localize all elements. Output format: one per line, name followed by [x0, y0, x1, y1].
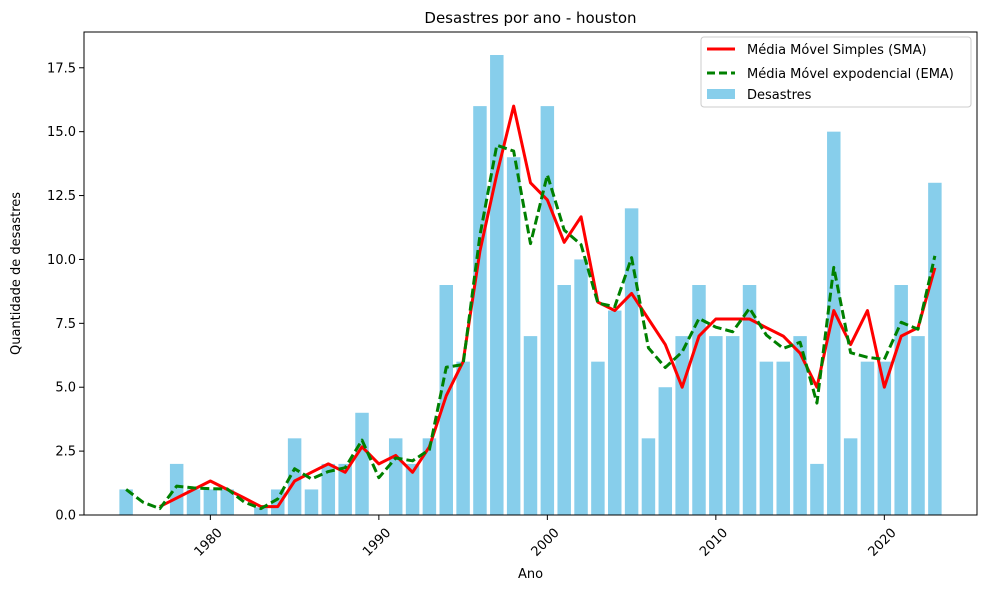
sma-series-line [159, 104, 937, 509]
legend-bar-swatch [707, 89, 735, 99]
legend-box [700, 36, 972, 108]
bar-2017 [827, 131, 841, 515]
bar-2012 [742, 285, 757, 515]
bar-2016 [810, 463, 824, 515]
y-tick-label-7: 17.5 [47, 61, 76, 76]
ema-series-line [125, 143, 937, 511]
y-tick-label-6: 15.0 [47, 125, 76, 140]
bar-2010 [709, 336, 723, 515]
bar-1998 [506, 157, 521, 515]
bar-1991 [388, 438, 403, 515]
bar-2018 [843, 438, 858, 515]
bar-2019 [860, 361, 875, 515]
bar-1989 [355, 412, 369, 515]
legend: Média Móvel Simples (SMA) Média Móvel ex… [700, 36, 972, 108]
x-tick-label-2000: 2000 [529, 526, 563, 560]
bar-1999 [523, 336, 538, 515]
y-axis-ticks: 0.0 2.5 5.0 7.5 10.0 12.5 15.0 17.5 [47, 61, 84, 524]
bar-2006 [641, 438, 656, 515]
legend-bar-label: Desastres [747, 88, 812, 103]
bar-1985 [287, 438, 302, 515]
chart-title: Desastres por ano - houston [424, 9, 636, 27]
legend-sma-label: Média Móvel Simples (SMA) [747, 43, 927, 58]
bar-2011 [725, 336, 740, 515]
x-tick-label-2010: 2010 [697, 526, 731, 560]
bar-1995 [456, 361, 470, 515]
plot-frame [83, 31, 978, 516]
y-tick-label-2: 5.0 [55, 381, 76, 396]
bar-1987 [321, 463, 336, 515]
bar-2005 [624, 208, 639, 516]
y-tick-label-1: 2.5 [55, 445, 76, 460]
bar-2002 [574, 259, 588, 515]
bar-1996 [473, 106, 487, 515]
bar-2008 [675, 336, 689, 515]
bar-1986 [304, 489, 319, 515]
x-tick-label-1980: 1980 [192, 526, 226, 560]
bar-2020 [877, 361, 892, 515]
bar-2003 [591, 361, 605, 515]
y-tick-label-3: 7.5 [55, 317, 76, 332]
legend-ema-label: Média Móvel expodencial (EMA) [747, 67, 954, 82]
bar-2022 [911, 336, 925, 515]
y-axis-title: Quantidade de desastres [9, 192, 24, 355]
x-axis-ticks: 1980 1990 2000 2010 2020 [192, 515, 900, 560]
bar-2007 [658, 387, 673, 515]
bar-2000 [540, 106, 555, 515]
bars-group [119, 55, 942, 516]
y-tick-label-4: 10.0 [47, 253, 76, 268]
lines-group [125, 104, 937, 511]
bar-1993 [422, 438, 437, 515]
bar-1992 [405, 463, 420, 515]
y-tick-label-5: 12.5 [47, 189, 76, 204]
bar-2023 [928, 182, 942, 515]
bar-1984 [271, 489, 285, 515]
bar-2014 [776, 361, 790, 515]
bar-1979 [186, 489, 201, 515]
x-tick-label-1990: 1990 [360, 526, 394, 560]
bar-1981 [220, 489, 234, 515]
bar-2015 [793, 336, 807, 515]
bar-1978 [169, 463, 184, 515]
y-tick-label-0: 0.0 [55, 509, 76, 524]
bar-2004 [608, 310, 622, 515]
x-tick-label-2020: 2020 [866, 526, 900, 560]
bar-2021 [894, 285, 908, 515]
bar-2001 [557, 285, 571, 515]
bar-1983 [254, 507, 268, 515]
bar-2013 [759, 361, 774, 515]
bar-1997 [490, 55, 504, 515]
x-axis-title: Ano [518, 567, 543, 582]
bar-1975 [119, 489, 133, 515]
bar-1980 [203, 489, 218, 515]
bar-1988 [338, 463, 352, 515]
